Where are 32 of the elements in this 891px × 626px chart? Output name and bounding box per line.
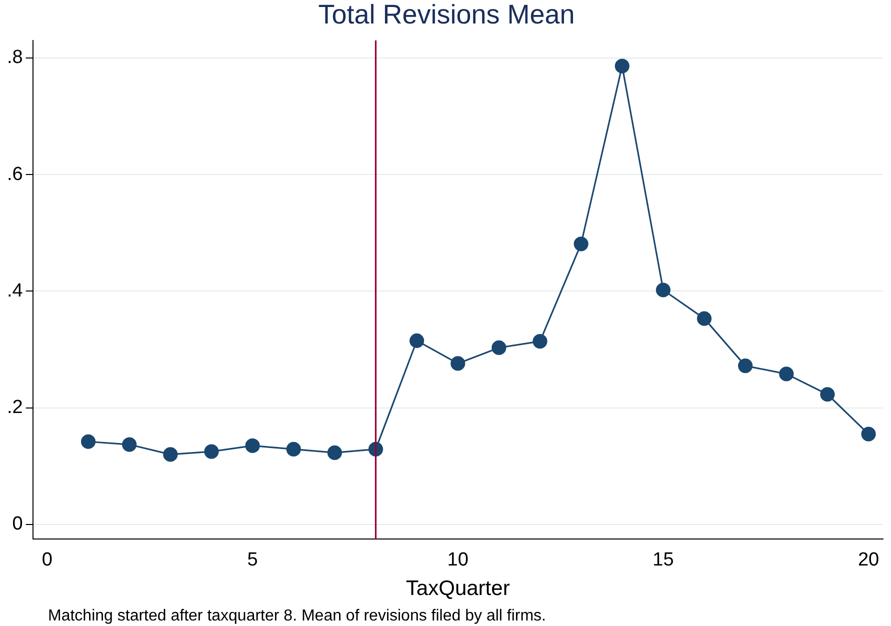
y-tick-label: .6 xyxy=(6,164,23,185)
x-tick-label: 0 xyxy=(42,550,53,571)
point xyxy=(163,447,178,462)
point xyxy=(122,437,137,452)
point xyxy=(245,438,260,453)
text: Matching started after taxquarter 8. Mean of revisions filed by all firms. xyxy=(48,607,546,624)
chart-title: Total Revisions Mean xyxy=(318,0,575,30)
point xyxy=(80,434,96,449)
x-axis-title: TaxQuarter xyxy=(406,577,510,600)
y-tick-label: .8 xyxy=(6,47,23,68)
point xyxy=(410,333,424,348)
point xyxy=(614,58,630,74)
point xyxy=(286,442,301,456)
point xyxy=(656,282,670,298)
y-tick-label: 0 xyxy=(12,514,23,535)
point xyxy=(327,445,342,460)
y-tick-label: .4 xyxy=(6,280,24,302)
point xyxy=(779,366,794,382)
y-tick-label: .2 xyxy=(6,397,23,418)
point xyxy=(450,356,466,371)
point xyxy=(861,426,876,442)
point xyxy=(820,387,835,402)
x-tick-label: 20 xyxy=(858,550,880,571)
x-tick-label: 10 xyxy=(447,550,468,571)
point xyxy=(574,236,588,252)
point xyxy=(532,334,548,349)
point xyxy=(738,358,753,374)
point xyxy=(492,340,506,356)
point xyxy=(204,444,219,459)
point xyxy=(696,311,712,326)
x-tick-label: 5 xyxy=(247,550,258,571)
x-tick-label: 15 xyxy=(652,550,674,571)
